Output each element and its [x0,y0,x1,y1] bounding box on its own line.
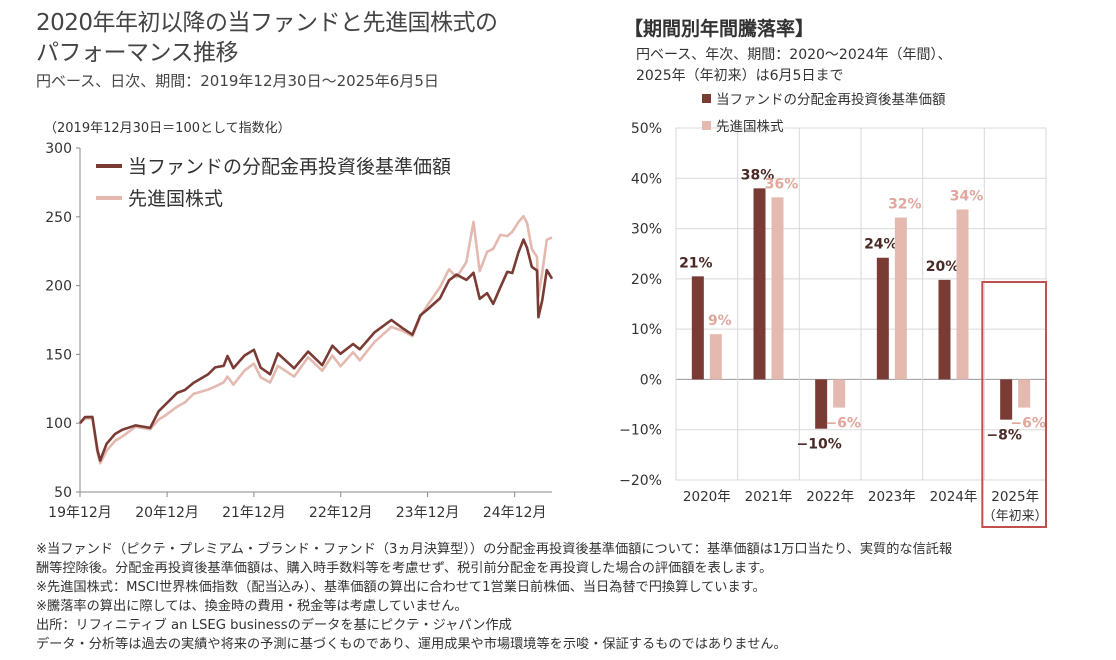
fund-bar [815,379,828,429]
fund-bar [691,276,704,380]
line-chart: 50 100 150 200 250 300 19年12月 20年12月 21年12月 22年12… [45,141,554,521]
x-tick-label: 19年12月 [48,505,112,521]
legend-swatch [702,94,711,103]
msci-bar [833,379,846,408]
footnote: 出所：リフィニティブ an LSEG businessのデータを基にピクテ・ジャ… [36,618,512,633]
x-category-sublabel: （年初来） [983,509,1048,524]
y-tick-label: 50% [631,121,662,137]
bar-value-label: 21% [679,255,713,271]
msci-bar [709,334,722,380]
bar-value-label: 36% [765,176,799,192]
x-tick-label: 22年12月 [309,505,373,521]
footnote: ※先進国株式：MSCI世界株価指数（配当込み）、基準価額の算出に合わせて1営業日… [36,580,766,595]
x-category-label: 2023年 [868,489,916,505]
y-tick-label: 0% [640,372,662,388]
fund-bar [876,257,889,380]
legend-label: 先進国株式 [128,188,223,210]
fund-series-line [78,238,554,462]
y-tick-label: 20% [631,272,662,288]
legend-label: 先進国株式 [716,119,784,135]
footnote: データ・分析等は過去の実績や将来の予測に基づくものであり、運用成果や市場環境等を… [36,637,787,652]
y-tick-label: 30% [631,222,662,238]
left-chart-index-note: （2019年12月30日＝100として指数化） [44,121,291,136]
y-tick-label: −10% [619,423,662,439]
bar-value-label: −10% [797,437,842,453]
x-category-label: 2022年 [806,489,854,505]
footnote: ※騰落率の算出に際しては、換金時の費用・税金等は考慮していません。 [36,599,468,614]
bar-value-label: 9% [708,313,732,329]
left-chart-title-line2: パフォーマンス推移 [36,40,239,66]
bar-value-label: −6% [1010,416,1046,432]
bar-value-label: 32% [888,197,922,213]
y-tick-label: 300 [45,141,72,157]
bar-value-label: −6% [825,416,861,432]
bar-value-label: 24% [864,237,898,253]
footnotes: ※当ファンド（ピクテ・プレミアム・ブランド・ファンド（3ヵ月決算型））の分配金再… [36,540,1096,654]
fund-bar [938,279,951,380]
y-tick-label: 50 [54,485,72,501]
left-chart-title: 2020年年初以降の当ファンドと先進国株式の パフォーマンス推移 [36,8,556,68]
x-tick-label: 23年12月 [396,505,460,521]
y-tick-label: 10% [631,322,662,338]
footnote: ※当ファンド（ピクテ・プレミアム・ブランド・ファンド（3ヵ月決算型））の分配金再… [36,542,953,557]
x-category-label: 2021年 [745,489,793,505]
msci-bar [956,209,969,380]
bar-value-label: 20% [926,259,960,275]
legend-label: 当ファンドの分配金再投資後基準価額 [128,156,451,178]
x-tick-label: 24年12月 [483,505,547,521]
fund-bar [753,188,766,380]
right-chart-title: 【期間別年間騰落率】 [624,18,815,40]
y-tick-label: 40% [631,171,662,187]
bar-value-label: 34% [950,188,984,204]
left-chart-subtitle: 円ベース、日次、期間：2019年12月30日～2025年6月5日 [36,72,439,90]
left-chart-title-line1: 2020年年初以降の当ファンドと先進国株式の [36,10,498,36]
x-category-label: 2025年 [991,489,1039,505]
x-category-label: 2020年 [683,489,731,505]
y-tick-label: −20% [619,473,662,489]
fund-bar [1000,379,1013,420]
msci-bar [1018,379,1031,408]
bar-chart: −20% −10% 0% 10% 20% 30% 40% 50% 当ファンドの分配金再投資後基準… [619,91,1048,528]
legend-swatch [702,121,711,130]
highlight-box [981,281,1047,528]
x-category-label: 2024年 [930,489,978,505]
x-tick-label: 20年12月 [135,505,199,521]
x-tick-label: 21年12月 [222,505,286,521]
footnote: 酬等控除後。分配金再投資後基準価額は、購入時手数料等を考慮せず、税引前分配金を再… [36,561,773,576]
right-chart-subtitle-line2: 2025年（年初来）は6月5日まで [636,68,844,84]
msci-bar [771,197,784,380]
msci-series-line [79,214,553,465]
msci-bar [894,217,907,380]
y-tick-label: 100 [45,416,72,432]
y-tick-label: 200 [45,279,72,295]
y-tick-label: 250 [45,210,72,226]
legend-label: 当ファンドの分配金再投資後基準価額 [716,91,946,108]
bar-value-label: −8% [986,428,1022,444]
y-tick-label: 150 [45,347,72,363]
bar-value-label: 38% [741,167,775,183]
right-chart-subtitle-line1: 円ベース、年次、期間：2020～2024年（年間）、 [636,47,952,63]
